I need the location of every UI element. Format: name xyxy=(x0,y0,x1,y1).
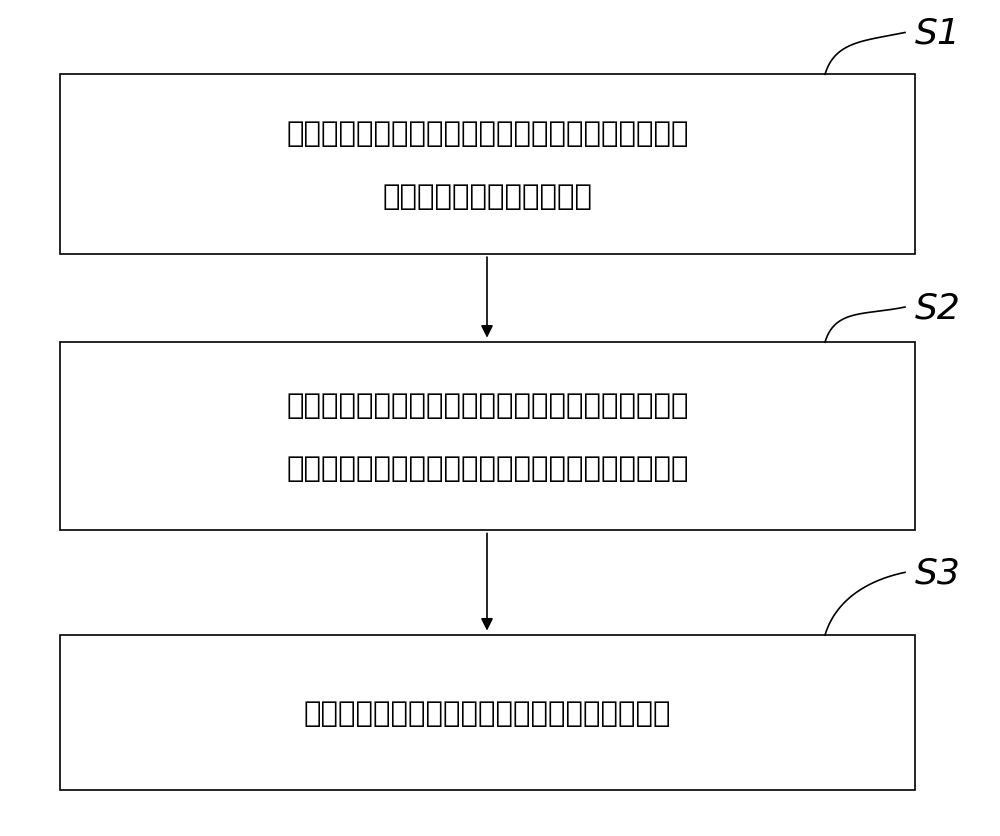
Bar xyxy=(60,635,915,790)
Text: 根据所述机械硬盘的实际运行参数以及标准运行参数: 根据所述机械硬盘的实际运行参数以及标准运行参数 xyxy=(286,391,689,419)
Text: 运行参数上传至云计算平台: 运行参数上传至云计算平台 xyxy=(382,183,592,211)
Text: S2: S2 xyxy=(915,291,961,324)
Text: 采集用户端机械硬盘的实际运行参数，并将所述实际: 采集用户端机械硬盘的实际运行参数，并将所述实际 xyxy=(286,120,689,147)
Bar xyxy=(60,343,915,531)
Bar xyxy=(60,75,915,255)
Text: S1: S1 xyxy=(915,17,961,50)
Text: ，利用云计算平台计算得出所述机械硬盘的预警时间: ，利用云计算平台计算得出所述机械硬盘的预警时间 xyxy=(286,455,689,482)
Text: S3: S3 xyxy=(915,556,961,589)
Text: 根据所述预警时间，对用户端机械硬盘发出预警: 根据所述预警时间，对用户端机械硬盘发出预警 xyxy=(304,699,671,726)
